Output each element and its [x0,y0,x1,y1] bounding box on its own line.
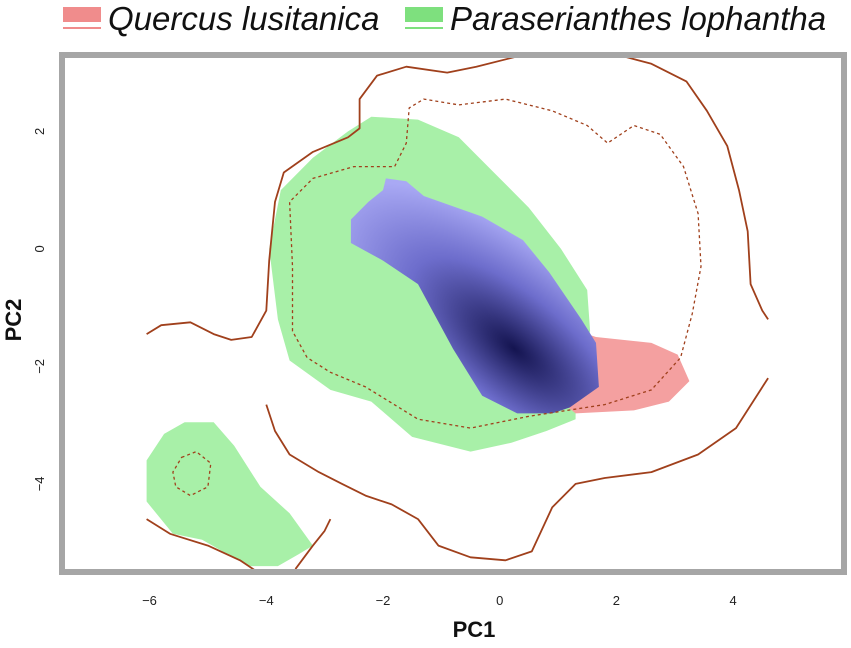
contour-outer-small-right [294,518,332,570]
contour-outer-small [146,518,259,572]
paraserianthes-region-small [146,422,313,567]
x-tick-label: 2 [613,593,620,608]
x-axis-ticks: −6 −4 −2 0 2 4 [142,593,737,608]
contour-inner-dashed-main [288,98,702,429]
x-tick-label: −6 [142,593,157,608]
contour-outer-main [146,55,769,341]
contour-outer-lower [265,377,769,562]
legend: Quercus lusitanica Paraserianthes lophan… [63,0,826,37]
y-tick-label: −2 [32,359,47,374]
y-tick-label: 2 [32,128,47,135]
x-tick-label: 4 [729,593,736,608]
x-tick-label: −2 [376,593,391,608]
plot-area [146,55,769,572]
contour-inner-dashed-small [172,450,212,497]
legend-label-quercus: Quercus lusitanica [108,0,379,37]
x-tick-label: 0 [496,593,503,608]
x-axis-label: PC1 [453,617,496,642]
y-tick-label: −4 [32,476,47,491]
y-axis-ticks: −4 −2 0 2 [32,128,47,492]
plot-frame [59,52,847,575]
legend-label-paraserianthes: Paraserianthes lophantha [450,0,826,37]
legend-swatch-quercus [63,7,101,22]
legend-item-quercus: Quercus lusitanica [63,0,379,37]
legend-swatch-paraserianthes [405,7,443,22]
y-tick-label: 0 [32,245,47,252]
legend-item-paraserianthes: Paraserianthes lophantha [405,0,826,37]
overlap-density-region [350,178,599,414]
y-axis-label: PC2 [1,299,26,342]
x-tick-label: −4 [259,593,274,608]
